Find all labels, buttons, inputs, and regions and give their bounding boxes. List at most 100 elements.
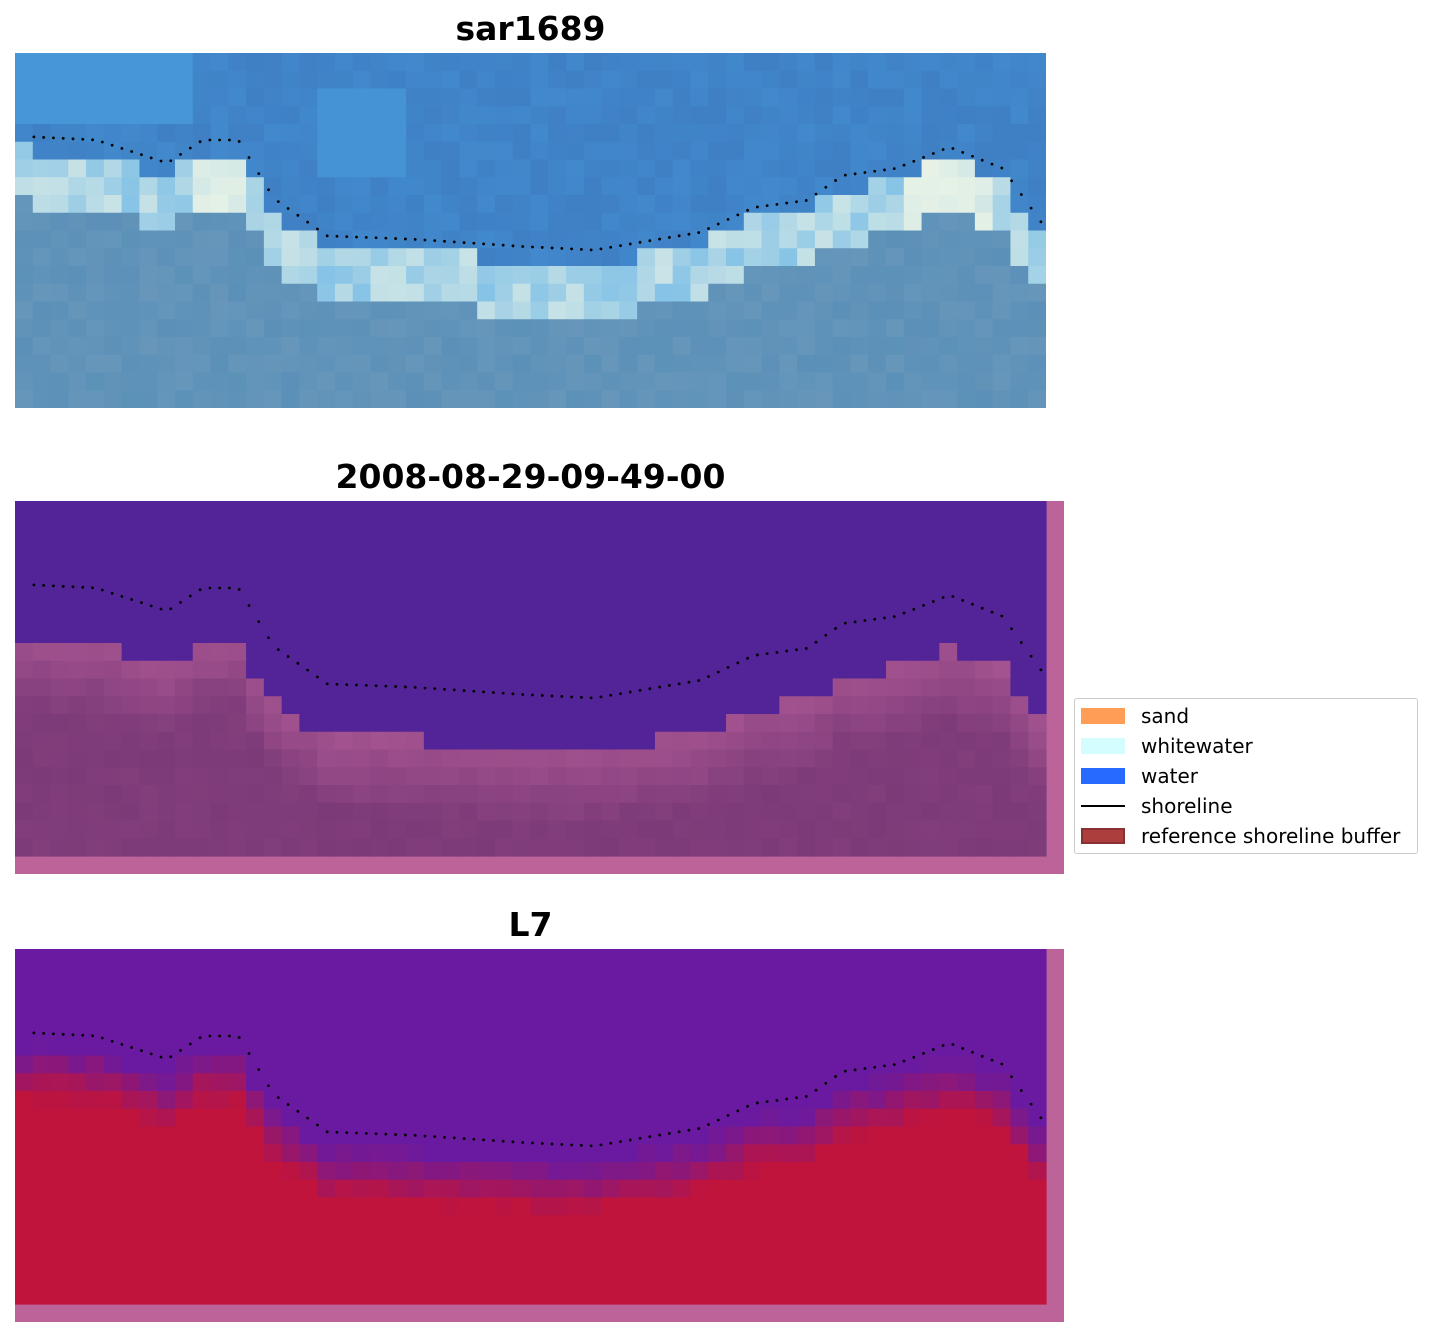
pixel	[210, 248, 229, 267]
class-pixel	[957, 785, 976, 804]
index-pixel	[334, 1002, 354, 1021]
index-pixel	[103, 1126, 123, 1145]
shoreline-point	[902, 163, 906, 167]
class-pixel	[334, 678, 354, 697]
pixel	[566, 301, 585, 320]
class-pixel	[174, 767, 194, 786]
class-pixel	[797, 660, 816, 680]
shoreline-point	[814, 192, 818, 196]
shoreline-point	[81, 137, 85, 141]
shoreline-point	[902, 1059, 906, 1063]
pixel	[299, 248, 318, 267]
pixel	[68, 106, 87, 125]
pixel	[103, 337, 123, 356]
class-pixel	[743, 714, 763, 733]
index-pixel	[850, 1144, 869, 1163]
class-pixel	[566, 731, 585, 751]
index-pixel	[246, 1091, 265, 1110]
class-pixel	[352, 518, 372, 538]
index-pixel	[139, 984, 158, 1003]
index-pixel	[1028, 1002, 1047, 1021]
index-pixel	[1010, 1108, 1029, 1128]
class-pixel	[441, 696, 460, 715]
pixel	[299, 106, 318, 125]
pixel	[281, 124, 301, 143]
class-pixel	[601, 820, 620, 839]
pixel	[886, 124, 905, 143]
pixel	[228, 195, 247, 214]
index-pixel	[743, 1126, 763, 1145]
class-pixel	[388, 838, 407, 857]
class-pixel	[886, 589, 905, 609]
index-pixel	[86, 1286, 105, 1305]
pixel	[317, 283, 336, 303]
pixel	[921, 248, 940, 267]
index-pixel	[548, 1215, 567, 1234]
class-pixel	[210, 838, 229, 857]
shoreline-point	[1000, 166, 1004, 170]
class-pixel	[281, 838, 301, 857]
class-pixel	[50, 501, 69, 520]
index-pixel	[832, 1126, 852, 1145]
shoreline-point	[472, 1137, 476, 1141]
shoreline-point	[345, 683, 349, 687]
shoreline-point	[726, 218, 730, 221]
index-pixel	[192, 1144, 212, 1163]
index-pixel	[477, 1215, 496, 1234]
shoreline-point	[834, 1075, 837, 1078]
shoreline-point	[971, 1050, 974, 1054]
index-pixel	[139, 1002, 158, 1021]
class-pixel	[548, 749, 567, 768]
pixel	[388, 141, 407, 161]
pixel	[637, 301, 656, 320]
class-pixel	[654, 536, 674, 555]
class-pixel	[548, 714, 567, 733]
index-pixel	[228, 1286, 247, 1305]
pixel	[406, 53, 425, 72]
index-pixel	[743, 1162, 763, 1181]
index-pixel	[246, 1055, 265, 1074]
pixel	[512, 53, 532, 72]
pixel	[423, 141, 443, 161]
index-pixel	[441, 984, 460, 1003]
class-pixel	[68, 501, 87, 520]
shoreline-point	[560, 1143, 564, 1146]
class-pixel	[263, 554, 283, 573]
index-pixel	[210, 1233, 229, 1252]
index-pixel	[654, 1233, 674, 1252]
pixel	[174, 337, 194, 356]
shoreline-point	[433, 1135, 437, 1139]
shoreline-point	[198, 1036, 202, 1040]
class-pixel	[832, 607, 852, 626]
class-pixel	[548, 838, 567, 857]
pixel	[441, 195, 460, 214]
class-pixel	[86, 767, 105, 786]
pixel	[334, 248, 354, 267]
index-pixel	[974, 1215, 994, 1234]
class-pixel	[441, 536, 460, 555]
pixel	[726, 88, 745, 107]
pixel	[761, 248, 780, 267]
pixel	[263, 124, 283, 143]
index-pixel	[548, 1055, 567, 1074]
index-pixel	[672, 1020, 692, 1039]
index-pixel	[637, 1037, 656, 1057]
pixel	[174, 195, 194, 214]
pixel	[548, 177, 567, 196]
class-pixel	[50, 820, 69, 839]
class-pixel	[121, 802, 141, 822]
pixel	[477, 372, 496, 391]
pixel	[477, 88, 496, 107]
index-pixel	[317, 1162, 336, 1181]
class-pixel	[281, 643, 301, 662]
pixel	[761, 266, 780, 285]
class-pixel	[423, 518, 443, 538]
class-pixel	[1010, 731, 1029, 751]
class-pixel	[832, 767, 852, 786]
index-pixel	[743, 1179, 763, 1199]
pixel	[441, 141, 460, 161]
class-pixel	[743, 518, 763, 538]
index-pixel	[566, 1268, 585, 1287]
pixel	[423, 390, 443, 408]
shoreline-point	[159, 607, 163, 611]
